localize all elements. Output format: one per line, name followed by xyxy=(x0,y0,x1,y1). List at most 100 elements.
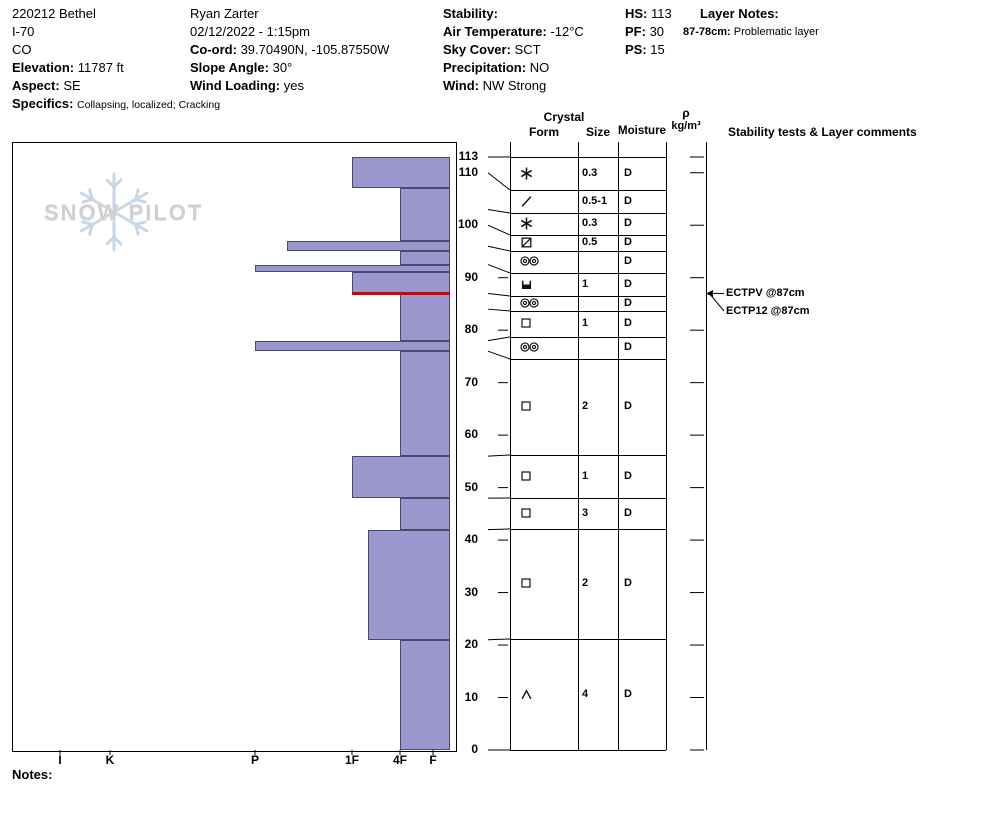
wind-loading-label: Wind Loading: xyxy=(190,78,281,93)
specifics-value: Collapsing, localized; Cracking xyxy=(77,99,221,111)
double-circle-icon xyxy=(520,341,539,353)
precipitation-line: Precipitation: NO xyxy=(443,59,584,77)
hardness-axis-label: 1F xyxy=(344,753,359,767)
header-layer-notes-block: Layer Notes: 87-78cm: Problematic layer xyxy=(683,5,819,41)
stability-line: Stability: xyxy=(443,5,584,23)
table-row-line xyxy=(510,190,666,191)
wind-label: Wind: xyxy=(443,78,479,93)
layer-notes-label: Layer Notes: xyxy=(700,6,779,21)
snow-layer-bar xyxy=(400,188,450,241)
snow-layer-bar xyxy=(352,456,450,499)
snow-layer-bar xyxy=(400,351,450,457)
table-row-line xyxy=(510,251,666,252)
cup-crystal-icon xyxy=(520,278,533,291)
table-row-line xyxy=(510,359,666,360)
ect-result-2: ECTP12 @87cm xyxy=(726,305,810,317)
grain-size-value: 1 xyxy=(582,317,589,329)
size-header: Size xyxy=(585,125,610,139)
snow-layer-bar xyxy=(287,240,450,252)
comments-header: Stability tests & Layer comments xyxy=(728,125,917,139)
layer-note-item: 87-78cm: Problematic layer xyxy=(683,23,819,41)
depth-axis-label: 10 xyxy=(464,689,478,704)
facets-icon xyxy=(520,470,532,482)
elevation-value: 11787 ft xyxy=(77,60,124,75)
table-row-line xyxy=(510,498,666,499)
depth-axis-label: 0 xyxy=(471,742,478,756)
moisture-value: D xyxy=(624,341,632,353)
ect-result-1: ECTPV @87cm xyxy=(726,287,805,299)
hardness-axis-label: 4F xyxy=(392,753,407,767)
state: CO xyxy=(12,42,32,57)
moisture-header: Moisture xyxy=(618,125,666,137)
facets-icon xyxy=(520,400,532,412)
coord-label: Co-ord: xyxy=(190,42,237,57)
precipitation-label: Precipitation: xyxy=(443,60,527,75)
table-row-line xyxy=(510,455,666,456)
depth-hoar-icon xyxy=(520,688,533,701)
grain-size-value: 1 xyxy=(582,277,589,290)
density-units-header: kg/m³ xyxy=(671,120,701,132)
depth-axis-label: 70 xyxy=(464,374,478,389)
depth-axis-label: 40 xyxy=(464,532,478,547)
hardness-profile-chart xyxy=(12,142,457,752)
double-circle-icon xyxy=(520,297,539,309)
grain-size-value: 2 xyxy=(582,577,589,589)
failure-plane-line xyxy=(352,292,450,296)
grain-size-value: 1 xyxy=(582,469,589,482)
moisture-value: D xyxy=(624,236,632,248)
moisture-value: D xyxy=(624,687,632,700)
coord-line: Co-ord: 39.70490N, -105.87550W xyxy=(190,41,389,59)
snow-layer-bar xyxy=(400,251,450,265)
watermark-text: SNOW PILOT xyxy=(44,200,204,225)
moisture-value: D xyxy=(624,506,632,519)
elevation-label: Elevation: xyxy=(12,60,75,75)
header-measurements-block: HS: 113 PF: 30 PS: 15 xyxy=(625,5,672,59)
pf-line: PF: 30 xyxy=(625,23,672,41)
crystal-header: Crystal xyxy=(543,110,585,124)
hardness-axis-label: F xyxy=(429,753,437,767)
wind-line: Wind: NW Strong xyxy=(443,77,584,95)
specifics-label: Specifics: xyxy=(12,96,74,111)
depth-axis-label: 80 xyxy=(464,322,478,337)
moisture-value: D xyxy=(624,400,632,412)
aspect-line: Aspect: SE xyxy=(12,77,220,95)
grain-size-value: 0.3 xyxy=(582,217,598,229)
specifics-line: Specifics: Collapsing, localized; Cracki… xyxy=(12,95,220,114)
moisture-value: D xyxy=(624,194,632,207)
stellar-icon xyxy=(520,217,533,230)
hs-line: HS: 113 xyxy=(625,5,672,23)
stability-label: Stability: xyxy=(443,6,498,21)
snow-layer-bar xyxy=(255,340,450,352)
table-row-line xyxy=(510,213,666,214)
elevation-line: Elevation: 11787 ft xyxy=(12,59,220,77)
air-temp-label: Air Temperature: xyxy=(443,24,547,39)
pf-value: 30 xyxy=(649,24,665,39)
wind-loading-value: yes xyxy=(283,78,304,93)
table-row-line xyxy=(510,639,666,640)
facets-icon xyxy=(520,317,532,329)
header-observer-block: Ryan Zarter 02/12/2022 - 1:15pm Co-ord: … xyxy=(190,5,389,95)
hs-label: HS: xyxy=(625,6,648,21)
slope-angle-value: 30° xyxy=(272,60,293,75)
table-row-line xyxy=(510,273,666,274)
depth-axis-label: 110 xyxy=(458,164,478,179)
observer-name: Ryan Zarter xyxy=(190,6,259,21)
depth-axis-label: 20 xyxy=(464,637,478,652)
pit-id: 220212 Bethel xyxy=(12,6,96,21)
depth-axis-label: 100 xyxy=(457,217,478,232)
facets-icon xyxy=(520,577,532,589)
wind-value: NW Strong xyxy=(482,78,547,93)
slope-angle-label: Slope Angle: xyxy=(190,60,269,75)
sky-cover-line: Sky Cover: SCT xyxy=(443,41,584,59)
grain-size-value: 4 xyxy=(582,687,589,700)
stellar-icon xyxy=(520,167,533,180)
moisture-value: D xyxy=(624,577,632,589)
aspect-value: SE xyxy=(63,78,81,93)
facets-icon xyxy=(520,507,532,519)
hardness-axis-label: I xyxy=(58,753,62,767)
snow-layer-bar xyxy=(352,272,450,294)
aspect-label: Aspect: xyxy=(12,78,60,93)
table-column-line xyxy=(578,142,579,750)
moisture-value: D xyxy=(624,277,632,290)
